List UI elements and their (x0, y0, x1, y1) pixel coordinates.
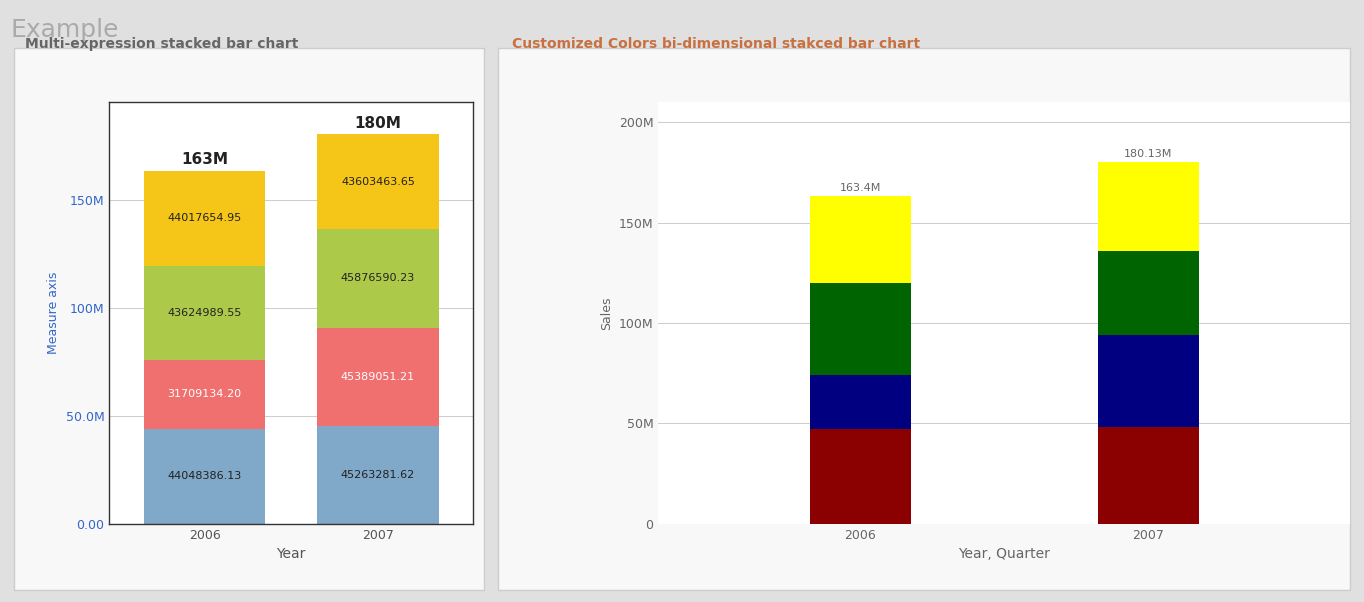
X-axis label: Year: Year (277, 547, 306, 561)
Bar (318, 426, 439, 524)
X-axis label: Year, Quarter: Year, Quarter (959, 547, 1050, 561)
Bar (810, 375, 911, 429)
Text: 43624989.55: 43624989.55 (168, 308, 241, 318)
Text: 180M: 180M (355, 116, 401, 131)
Text: Example: Example (11, 18, 120, 42)
Text: 163M: 163M (181, 152, 228, 167)
Text: 44048386.13: 44048386.13 (168, 471, 241, 481)
Bar (810, 283, 911, 375)
Text: Multi-expression stacked bar chart: Multi-expression stacked bar chart (25, 37, 297, 51)
Bar (810, 429, 911, 524)
Bar (318, 134, 439, 229)
Bar (1098, 163, 1199, 251)
Text: 45389051.21: 45389051.21 (341, 372, 415, 382)
Bar (143, 360, 265, 429)
Y-axis label: Sales: Sales (600, 296, 614, 330)
Text: 31709134.20: 31709134.20 (168, 389, 241, 399)
Bar (143, 170, 265, 265)
Bar (810, 196, 911, 283)
Bar (318, 328, 439, 426)
Bar (318, 229, 439, 328)
Bar (1098, 251, 1199, 335)
Bar (1098, 427, 1199, 524)
Text: 45263281.62: 45263281.62 (341, 470, 415, 480)
Bar (143, 429, 265, 524)
Text: Customized Colors bi-dimensional stakced bar chart: Customized Colors bi-dimensional stakced… (512, 37, 919, 51)
Text: 44017654.95: 44017654.95 (168, 213, 241, 223)
Y-axis label: Measure axis: Measure axis (46, 272, 60, 354)
Text: 163.4M: 163.4M (839, 183, 881, 193)
Bar (1098, 335, 1199, 427)
Bar (143, 265, 265, 360)
Text: 45876590.23: 45876590.23 (341, 273, 415, 284)
Text: 180.13M: 180.13M (1124, 149, 1173, 160)
Text: 43603463.65: 43603463.65 (341, 176, 415, 187)
